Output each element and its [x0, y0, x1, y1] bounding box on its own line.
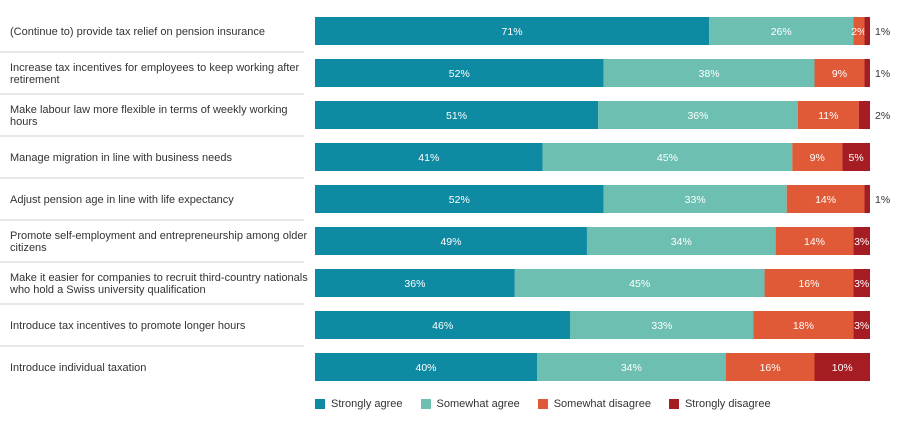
bar-segment-somewhat-agree [514, 269, 765, 297]
bar-segment-somewhat-disagree [797, 101, 859, 129]
legend-swatch [537, 399, 548, 409]
bar-segment-somewhat-disagree [853, 17, 865, 45]
data-label: 2% [851, 26, 866, 38]
category-label: Introduce tax incentives to promote long… [10, 320, 246, 332]
category-labels: (Continue to) provide tax relief on pens… [9, 26, 308, 374]
legend-label: Strongly agree [331, 398, 403, 410]
bar-segment-somewhat-agree [603, 185, 787, 213]
category-label: Adjust pension age in line with life exp… [10, 194, 234, 206]
data-label: 1% [875, 26, 890, 38]
bar-segment-strongly-disagree [853, 269, 870, 297]
bar-segment-somewhat-agree [586, 227, 776, 255]
bar-segment-strongly-agree [315, 227, 587, 255]
data-label: 52% [449, 194, 470, 206]
category-label: Make labour law more flexible in terms o… [10, 104, 288, 128]
bar-segment-strongly-agree [315, 143, 543, 171]
data-label: 51% [446, 110, 467, 122]
bar-segment-somewhat-agree [542, 143, 793, 171]
data-label: 71% [502, 26, 523, 38]
bar-segment-strongly-disagree [814, 353, 870, 381]
bar-segment-somewhat-disagree [792, 143, 843, 171]
bar-segment-strongly-agree [315, 185, 604, 213]
bar-segment-somewhat-disagree [775, 227, 854, 255]
data-label: 18% [793, 320, 814, 332]
data-label: 34% [671, 236, 692, 248]
category-label: Manage migration in line with business n… [10, 152, 232, 164]
data-label: 45% [629, 278, 650, 290]
data-label: 1% [875, 194, 890, 206]
legend-swatch [315, 399, 325, 409]
bar-segment-strongly-disagree [853, 311, 870, 339]
data-label: 33% [651, 320, 672, 332]
bar-segment-somewhat-agree [603, 59, 815, 87]
data-label: 52% [449, 68, 470, 80]
bar-segment-somewhat-disagree [786, 185, 865, 213]
bar-segment-somewhat-disagree [814, 59, 865, 87]
data-label: 26% [771, 26, 792, 38]
data-label: 11% [818, 110, 838, 122]
bar-segment-somewhat-disagree [753, 311, 854, 339]
data-label: 14% [815, 194, 836, 206]
data-label: 34% [621, 362, 642, 374]
bar-segment-somewhat-agree [537, 353, 726, 381]
legend-swatch [668, 399, 679, 409]
bar-segment-somewhat-disagree [764, 269, 854, 297]
row-separators [0, 51, 304, 347]
legend-swatch [420, 399, 431, 409]
bar-segment-somewhat-agree [598, 101, 798, 129]
data-label: 10% [832, 362, 853, 374]
bar-segment-strongly-disagree [853, 227, 870, 255]
data-label: 16% [760, 362, 781, 374]
bar-segment-strongly-disagree [864, 185, 870, 213]
data-label: 41% [418, 152, 439, 164]
bar-segment-strongly-agree [315, 101, 599, 129]
legend: Strongly agree Somewhat agree Somewhat dis… [315, 398, 771, 410]
legend-label: Strongly disagree [684, 398, 771, 410]
legend-item: Somewhat agree [420, 398, 520, 410]
bar-segment-strongly-disagree [858, 101, 870, 129]
data-label: 5% [849, 152, 864, 164]
data-label: 9% [810, 152, 825, 164]
bar-segment-strongly-agree [315, 17, 710, 45]
data-label: 36% [687, 110, 708, 122]
data-label: 3% [854, 320, 869, 332]
bar-segment-somewhat-agree [570, 311, 754, 339]
category-label: Promote self-employment and entrepreneur… [10, 230, 307, 254]
data-label: 33% [685, 194, 706, 206]
category-label: (Continue to) provide tax relief on pens… [10, 26, 265, 38]
bar-segment-strongly-disagree [842, 143, 870, 171]
data-label: 40% [415, 362, 436, 374]
data-label: 46% [432, 320, 453, 332]
data-label: 2% [875, 110, 890, 122]
legend-item: Strongly disagree [668, 398, 771, 410]
data-label: 1% [875, 68, 890, 80]
bar-segment-strongly-agree [315, 269, 515, 297]
data-label: 49% [440, 236, 461, 248]
bar-segment-strongly-disagree [864, 59, 870, 87]
data-label: 14% [804, 236, 825, 248]
bar-segment-strongly-agree [315, 353, 537, 381]
data-label: 9% [832, 68, 847, 80]
category-label: Introduce individual taxation [10, 362, 146, 374]
category-label: Make it easier for companies to recruit … [9, 272, 308, 296]
bar-segment-strongly-disagree [864, 17, 870, 45]
data-label: 36% [404, 278, 425, 290]
data-label: 38% [699, 68, 720, 80]
data-label: 16% [798, 278, 819, 290]
legend-label: Somewhat disagree [553, 398, 651, 410]
data-label: 3% [854, 236, 869, 248]
legend-label: Somewhat agree [436, 398, 520, 410]
legend-item: Somewhat disagree [537, 398, 651, 410]
data-label: 45% [657, 152, 678, 164]
data-label: 3% [854, 278, 869, 290]
bar-segment-strongly-agree [315, 59, 604, 87]
bar-segment-somewhat-disagree [725, 353, 815, 381]
bar-segment-strongly-agree [315, 311, 571, 339]
category-label: Increase tax incentives for employees to… [10, 62, 300, 86]
bar-segment-somewhat-agree [709, 17, 854, 45]
bars: 71% 26% 2% 1% 52% 38% 9% 1% 51% 36% 11% 2% 41% 45% 9% 5… [315, 17, 890, 381]
legend-item: Strongly agree [315, 398, 403, 410]
